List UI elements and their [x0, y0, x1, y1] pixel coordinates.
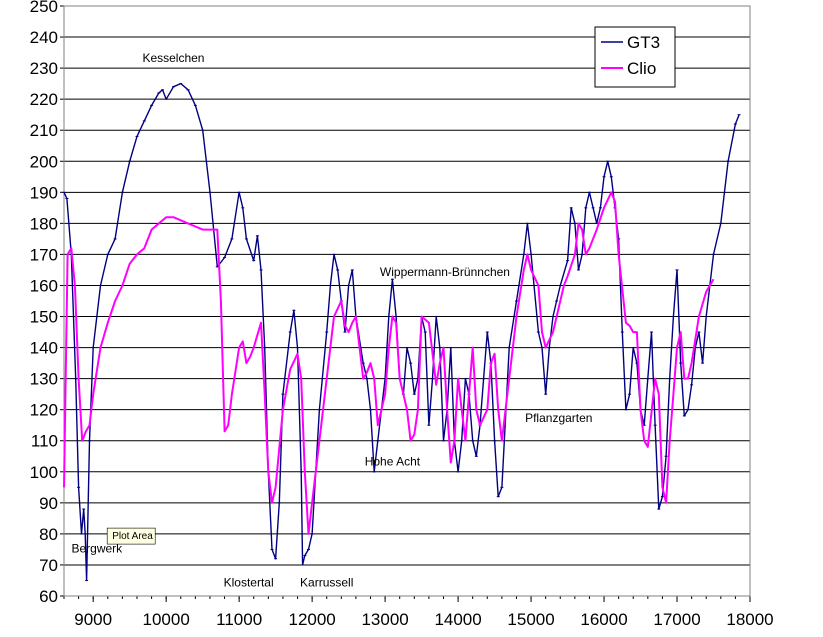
- x-tick-label: 17000: [653, 610, 700, 629]
- y-tick-label: 200: [30, 152, 58, 171]
- annotation-label: Pflanzgarten: [525, 411, 592, 425]
- x-tick-label: 9000: [74, 610, 112, 629]
- legend-label-clio: Clio: [627, 59, 656, 78]
- y-tick-label: 240: [30, 28, 58, 47]
- plot-area-tooltip: Plot Area: [106, 527, 156, 545]
- y-tick-label: 180: [30, 214, 58, 233]
- legend-label-gt3: GT3: [627, 33, 660, 52]
- annotations: Kesselchen Bergwerk Klostertal Karrussell Ho…: [71, 51, 592, 590]
- y-tick-label: 230: [30, 59, 58, 78]
- y-tick-label: 100: [30, 463, 58, 482]
- x-tick-label: 18000: [726, 610, 773, 629]
- y-tick-label: 130: [30, 370, 58, 389]
- annotation-label: Kesselchen: [142, 51, 204, 65]
- tooltip-label: Plot Area: [112, 531, 153, 542]
- y-tick-label: 120: [30, 401, 58, 420]
- y-tick-label: 70: [39, 556, 58, 575]
- x-tick-label: 12000: [288, 610, 335, 629]
- y-tick-label: 220: [30, 90, 58, 109]
- y-tick-label: 190: [30, 183, 58, 202]
- tooltip-box: [106, 527, 156, 545]
- y-tick-label: 150: [30, 308, 58, 327]
- series-layer: [62, 82, 741, 582]
- y-tick-label: 170: [30, 245, 58, 264]
- legend[interactable]: GT3 Clio: [594, 26, 676, 88]
- y-tick-label: 90: [39, 494, 58, 513]
- y-tick-label: 210: [30, 121, 58, 140]
- x-tick-label: 10000: [143, 610, 190, 629]
- y-tick-label: 80: [39, 525, 58, 544]
- y-tick-label: 110: [31, 432, 58, 451]
- annotation-label: Klostertal: [224, 576, 274, 590]
- annotation-label: Hohe Acht: [365, 455, 421, 469]
- legend-box: [594, 26, 676, 88]
- annotation-label: Karrussell: [300, 576, 353, 590]
- x-axis-ticks: 9000 10000 11000 12000 13000 14000 15000 16000 1…: [63, 596, 774, 629]
- plot-area[interactable]: [63, 5, 751, 597]
- annotation-label: Wippermann-Brünnchen: [380, 265, 510, 279]
- y-tick-label: 140: [30, 339, 58, 358]
- series-line-clio: [63, 191, 715, 535]
- y-tick-label: 60: [39, 587, 58, 606]
- x-tick-label: 15000: [507, 610, 554, 629]
- annotation-label: Bergwerk: [71, 542, 123, 556]
- x-tick-label: 11000: [216, 610, 262, 629]
- x-tick-label: 16000: [580, 610, 627, 629]
- x-tick-label: 14000: [434, 610, 481, 629]
- y-tick-label: 250: [30, 0, 58, 16]
- y-tick-label: 160: [30, 276, 58, 295]
- x-tick-label: 13000: [361, 610, 408, 629]
